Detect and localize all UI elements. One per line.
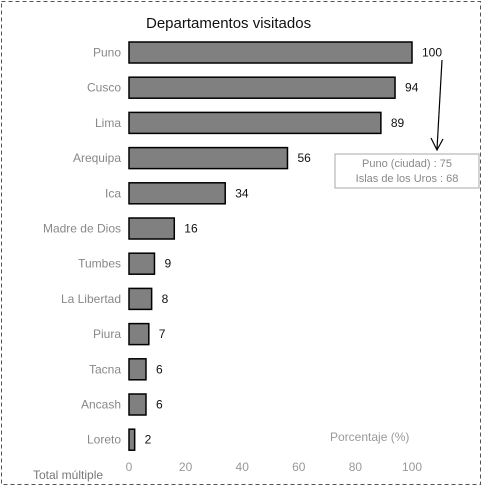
bar (128, 111, 382, 135)
value-label: 6 (156, 362, 163, 376)
category-label: Lima (95, 116, 121, 130)
chart-title: Departamentos visitados (146, 15, 311, 32)
footnote: Total múltiple (33, 468, 103, 482)
category-label: Puno (93, 46, 121, 60)
category-label: Arequipa (73, 151, 121, 165)
annotation-box (334, 153, 480, 189)
category-label: Madre de Dios (43, 222, 121, 236)
bar (128, 41, 413, 64)
category-label: Loreto (87, 433, 121, 447)
annotation-arrowhead (430, 137, 444, 152)
category-label: Piura (93, 327, 121, 341)
value-label: 89 (391, 116, 405, 130)
x-tick-label: 100 (402, 460, 422, 474)
x-axis-label: Porcentaje (%) (330, 430, 409, 444)
value-label: 56 (297, 151, 311, 165)
bar (128, 252, 156, 275)
annotation-arrow (436, 59, 443, 150)
x-tick-label: 0 (126, 460, 133, 474)
bar (128, 217, 176, 240)
category-label: Ancash (81, 398, 121, 412)
category-labels: Puno Cusco Lima Arequipa Ica Madre de Dios Tum… (43, 46, 121, 447)
value-label: 94 (405, 81, 419, 95)
value-label: 2 (145, 433, 152, 447)
bars (128, 41, 413, 451)
bar (128, 287, 153, 311)
annotation-line-2: Islas de los Uros : 68 (356, 173, 459, 185)
value-label: 8 (162, 292, 169, 306)
value-label: 6 (156, 398, 163, 412)
category-label: Cusco (87, 81, 121, 95)
bar (128, 358, 147, 381)
category-label: Ica (105, 186, 121, 200)
category-label: Tacna (89, 362, 121, 376)
annotation-line-1: Puno (ciudad) : 75 (362, 158, 452, 170)
bar (128, 146, 289, 170)
value-label: 34 (235, 186, 249, 200)
x-tick-label: 80 (349, 460, 363, 474)
bar (128, 428, 136, 451)
value-label: 16 (184, 222, 198, 236)
value-label: 9 (164, 257, 171, 271)
bar (128, 322, 150, 346)
x-tick-labels: 0 20 40 60 80 100 (126, 460, 423, 474)
value-labels: 100 94 89 56 34 16 9 8 7 6 6 2 (145, 46, 443, 447)
category-label: Tumbes (78, 257, 121, 271)
x-tick-label: 20 (179, 460, 193, 474)
x-tick-label: 40 (236, 460, 250, 474)
category-label: La Libertad (61, 292, 121, 306)
value-label: 100 (422, 46, 442, 60)
value-label: 7 (159, 327, 166, 341)
bar (128, 182, 226, 205)
bar (128, 76, 396, 99)
bar (128, 393, 147, 416)
x-tick-label: 60 (292, 460, 306, 474)
